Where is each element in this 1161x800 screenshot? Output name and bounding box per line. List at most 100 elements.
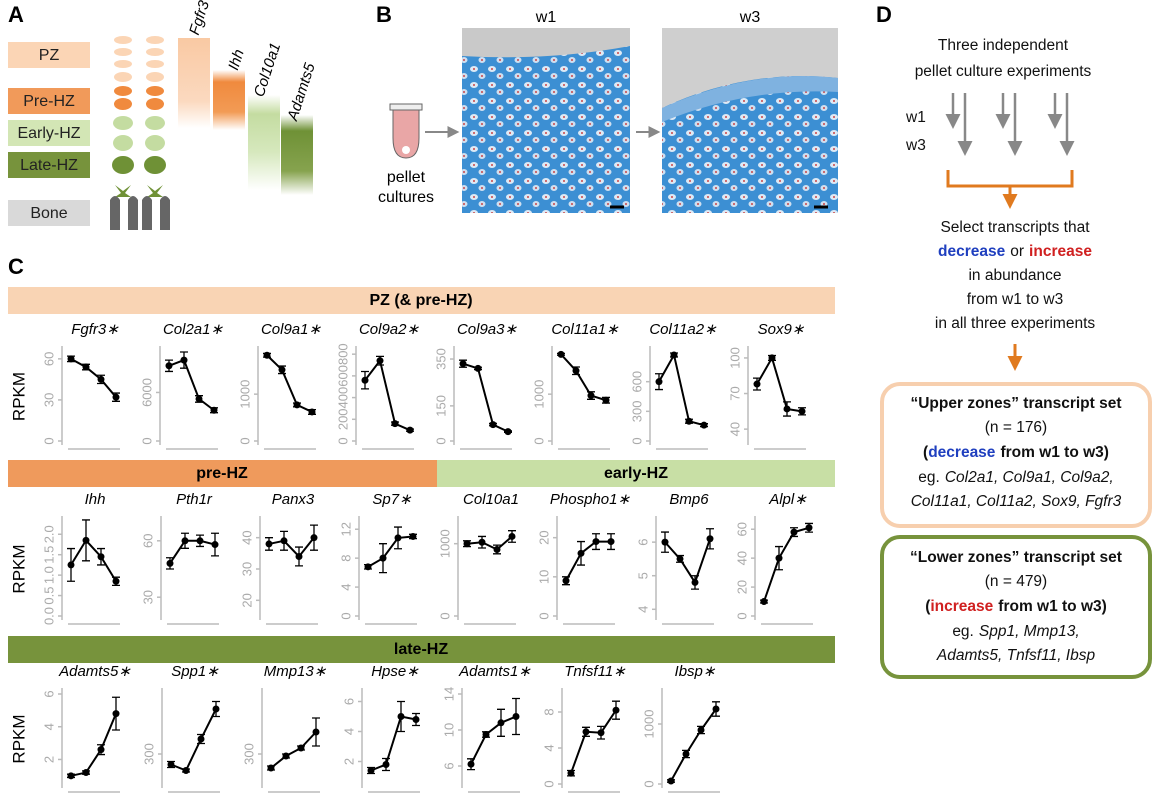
point [670,351,678,359]
box-title: “Upper zones” transcript set [910,395,1121,412]
point [497,719,505,727]
point [459,360,467,368]
point [655,378,663,386]
y-tick-label: 4 [635,606,650,613]
header: Three independent [938,37,1069,54]
point [783,405,791,413]
y-tick-label: 1000 [531,380,546,409]
banner-label: early-HZ [604,465,668,482]
y-tick-label: 0 [335,437,350,444]
point [280,537,288,545]
point [379,554,387,562]
zone-box [8,152,90,178]
y-tick-label: 20 [536,530,551,544]
select-text: from w1 to w3 [967,291,1063,308]
point [166,559,174,567]
point [406,426,414,434]
point [361,376,369,384]
y-tick-label: 1.5 [41,546,56,564]
point [474,364,482,372]
lower-box [880,535,1152,679]
y-axis-label: RPKM [9,714,28,763]
chart-title: Col9a2∗ [359,321,420,338]
point [112,393,120,401]
point [394,534,402,542]
y-tick-label: 0 [541,780,556,787]
point [597,729,605,737]
or-word: or [1010,243,1024,260]
y-axis-label: RPKM [9,544,28,593]
banner [437,460,835,487]
y-tick-label: 4 [41,723,56,730]
gene-label: Fgfr3 [186,0,213,37]
point [67,355,75,363]
chart-title: Spp1∗ [171,663,219,680]
chart-title: Phospho1∗ [550,491,631,508]
y-tick-label: 4 [541,744,556,751]
point [760,598,768,606]
y-tick-label: 0 [139,437,154,444]
timepoint-label: w3 [739,9,761,26]
chart-title: Col2a1∗ [163,321,224,338]
select-text: in abundance [968,267,1061,284]
y-tick-label: 30 [239,562,254,576]
banner [8,287,835,314]
zone-box [8,200,90,226]
y-tick-label: 0.5 [41,587,56,605]
box-n: (n = 479) [985,573,1047,590]
point [508,532,516,540]
y-tick-label: 0 [237,437,252,444]
point [602,396,610,404]
eg: eg. [918,469,940,486]
banner [8,460,437,487]
line [70,538,117,582]
header: pellet culture experiments [915,63,1092,80]
panel-label: A [8,2,24,27]
point [165,362,173,370]
histology-edge [462,28,630,58]
line [763,526,810,602]
y-tick-label: 0 [338,612,353,619]
zone-label: Pre-HZ [23,93,75,110]
chart-title: Sox9∗ [758,321,805,338]
point [697,726,705,734]
y-tick-label: 40 [734,551,749,565]
line [466,535,513,551]
paren: ( [923,444,929,461]
line [268,537,315,558]
point [112,577,120,585]
zone-box [8,120,90,146]
histology-edge [662,28,838,108]
y-tick-label: 1.0 [41,566,56,584]
point [661,538,669,546]
point [297,744,305,752]
y-tick-label: 600 [629,371,644,393]
y-tick-label: 0 [734,612,749,619]
y-tick-label: 6 [441,762,456,769]
line [367,535,414,568]
chart-title: Col11a1∗ [551,321,619,338]
experiment-arrows [945,93,1075,156]
arrow-label: w3 [905,137,926,154]
point [493,545,501,553]
point [612,706,620,714]
point [676,555,684,563]
y-tick-label: 0 [641,780,656,787]
panel-c: C PZ (& pre-HZ) pre-HZ early-HZ late-HZ [8,254,835,663]
point [212,705,220,713]
timepoint-label: w1 [535,9,557,26]
point [211,541,219,549]
point [364,563,372,571]
point [412,716,420,723]
point [97,553,105,561]
point [196,537,204,545]
point [197,735,205,743]
expression-bar [213,70,245,130]
line [670,708,717,782]
gene-label: Col10a1 [251,41,284,99]
point [382,761,390,768]
expression-bar [178,38,210,128]
point [67,561,75,569]
arrow-label: w1 [905,109,926,126]
point [592,538,600,546]
